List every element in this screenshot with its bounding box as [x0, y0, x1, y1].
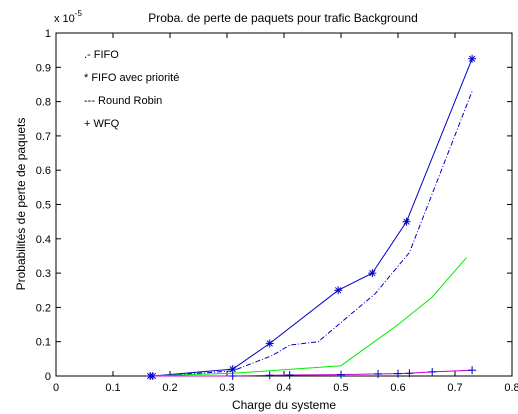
y-tick-label: 0: [45, 371, 51, 383]
y-tick-label: 0.6: [36, 165, 51, 177]
x-tick-label: 0.4: [276, 382, 291, 394]
y-tick-label: 0.5: [36, 200, 51, 212]
data-point: [265, 339, 274, 348]
y-axis-ticks: 0 0.1 0.2 0.3 0.4 0.5 0.6 0.7 0.8 0.9 1: [36, 28, 512, 383]
y-tick-label: 1: [45, 28, 51, 40]
y-exponent-power: -5: [75, 9, 83, 18]
x-tick-label: 0.8: [504, 382, 518, 394]
y-tick-label: 0.1: [36, 337, 51, 349]
y-tick-label: 0.8: [36, 97, 51, 109]
data-point: [368, 269, 377, 278]
x-tick-label: 0.1: [105, 382, 120, 394]
x-tick-label: 0.6: [390, 382, 405, 394]
x-tick-label: 0.3: [219, 382, 234, 394]
legend-entry: .- FIFO: [84, 49, 119, 61]
x-tick-label: 0.7: [447, 382, 462, 394]
y-tick-label: 0.2: [36, 302, 51, 314]
data-point: [468, 366, 477, 375]
data-point: [146, 372, 155, 380]
x-tick-label: 0.5: [333, 382, 348, 394]
legend-entry: + WFQ: [84, 118, 120, 130]
y-exponent-label: x 10-5: [54, 9, 82, 25]
data-point: [402, 217, 411, 226]
x-axis-label: Charge du systeme: [232, 398, 336, 412]
series-3: [146, 366, 477, 380]
chart-title: Proba. de perte de paquets pour trafic B…: [148, 11, 418, 25]
y-tick-label: 0.3: [36, 268, 51, 280]
data-point: [468, 54, 477, 63]
series-0: [147, 91, 473, 377]
data-point: [405, 369, 414, 378]
data-point: [428, 367, 437, 376]
data-point: [228, 365, 237, 374]
series-line: [147, 91, 473, 377]
y-tick-label: 0.9: [36, 62, 51, 74]
x-tick-label: 0: [53, 382, 59, 394]
plot-area: [55, 32, 513, 377]
x-axis-ticks: 0 0.1 0.2 0.3 0.4 0.5 0.6 0.7 0.8: [53, 33, 518, 394]
series-layer: [146, 54, 477, 380]
data-point: [394, 369, 402, 378]
legend: .- FIFO * FIFO avec priorité --- Round Rob…: [84, 49, 179, 130]
x-tick-label: 0.2: [162, 382, 177, 394]
legend-entry: --- Round Robin: [84, 95, 162, 107]
data-point: [374, 369, 383, 378]
data-point: [285, 370, 294, 379]
data-point: [337, 370, 345, 379]
data-point: [265, 371, 274, 380]
data-point: [228, 372, 237, 380]
y-axis-label: Probabilités de perte de paquets: [14, 118, 28, 291]
series-line: [150, 369, 473, 377]
series-line: [150, 58, 473, 377]
data-point: [334, 286, 343, 295]
y-tick-label: 0.7: [36, 131, 51, 143]
y-tick-label: 0.4: [36, 234, 51, 246]
legend-entry: * FIFO avec priorité: [84, 72, 179, 84]
